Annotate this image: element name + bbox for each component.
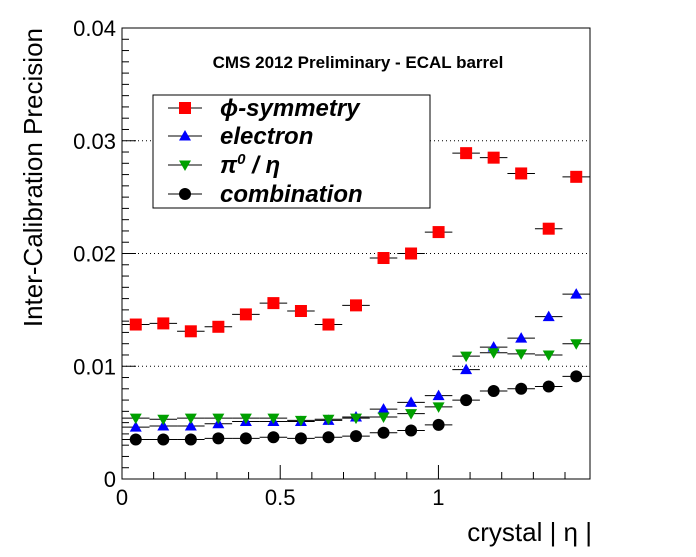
data-point <box>157 433 170 446</box>
data-point <box>322 414 335 426</box>
data-point <box>350 413 362 425</box>
data-point <box>294 432 307 445</box>
data-point <box>157 317 170 330</box>
data-point <box>542 310 555 322</box>
chart-title: CMS 2012 Preliminary - ECAL barrel <box>213 53 504 72</box>
data-point <box>184 420 197 431</box>
data-point <box>515 167 528 180</box>
data-point <box>432 418 445 431</box>
data-point <box>515 349 528 360</box>
data-point <box>157 420 170 431</box>
data-point <box>460 351 473 363</box>
x-tick-label: 1 <box>432 485 444 510</box>
data-points <box>122 147 590 446</box>
data-point <box>157 414 170 426</box>
data-point <box>570 339 583 350</box>
data-point <box>184 413 197 425</box>
y-axis-label: Inter-Calibration Precision <box>18 28 48 327</box>
legend-marker <box>179 130 191 141</box>
data-point <box>460 147 473 160</box>
y-tick-label: 0.03 <box>73 129 116 154</box>
data-point <box>405 396 418 407</box>
data-point <box>405 409 418 420</box>
axis-ticks: 0 0.01 0.02 0.03 0.04 0 0.5 1 <box>73 16 566 510</box>
series-triangle-up <box>122 288 590 432</box>
series-triangle-down <box>122 339 590 427</box>
data-point <box>570 370 583 383</box>
data-point <box>129 433 142 446</box>
data-point <box>239 432 252 445</box>
legend-box <box>152 94 431 209</box>
legend-marker <box>179 160 191 171</box>
data-point <box>350 430 362 443</box>
legend-marker <box>179 102 191 114</box>
data-point <box>267 297 280 310</box>
data-point <box>515 332 528 343</box>
data-point <box>294 415 307 427</box>
data-point <box>129 421 142 432</box>
data-point <box>405 424 418 437</box>
y-tick-label: 0.02 <box>73 242 116 267</box>
data-point <box>405 247 418 260</box>
data-point <box>487 348 500 359</box>
x-tick-label: 0.5 <box>265 485 296 510</box>
data-point <box>184 325 197 338</box>
y-tick-label: 0.04 <box>73 16 116 41</box>
x-axis-label: crystal | η | <box>467 517 592 547</box>
data-point <box>377 403 390 414</box>
data-point <box>129 318 142 331</box>
data-point <box>432 402 445 413</box>
data-point <box>487 151 500 164</box>
data-point <box>377 426 390 439</box>
data-point <box>377 412 390 423</box>
legend-label: electron <box>220 123 313 150</box>
data-point <box>377 252 390 265</box>
data-point <box>515 382 528 395</box>
x-tick-label: 0 <box>116 485 128 510</box>
data-point <box>267 431 280 444</box>
legend-marker <box>179 188 191 200</box>
data-point <box>322 318 335 331</box>
data-point <box>322 431 335 444</box>
data-point <box>267 413 280 425</box>
data-point <box>432 389 445 401</box>
series-square <box>122 147 590 338</box>
data-point <box>542 222 555 235</box>
data-point <box>212 320 225 333</box>
data-point <box>432 226 445 239</box>
legend-label: ϕ-symmetry <box>220 95 361 122</box>
data-point <box>239 413 252 425</box>
data-point <box>129 413 142 425</box>
data-point <box>184 433 197 446</box>
data-point <box>460 363 473 375</box>
data-point <box>487 385 500 398</box>
data-point <box>570 288 583 299</box>
data-point <box>294 305 307 318</box>
legend-label: combination <box>220 181 363 208</box>
legend-label: π0 / η <box>220 151 280 179</box>
data-point <box>212 432 225 445</box>
data-point <box>460 394 473 407</box>
data-point <box>212 413 225 425</box>
data-point <box>350 299 362 312</box>
series-circle <box>122 370 590 446</box>
data-point <box>570 170 583 183</box>
data-point <box>542 350 555 361</box>
data-point <box>239 308 252 321</box>
data-point <box>542 380 555 393</box>
y-tick-label: 0.01 <box>73 354 116 379</box>
y-tick-label: 0 <box>104 467 116 492</box>
